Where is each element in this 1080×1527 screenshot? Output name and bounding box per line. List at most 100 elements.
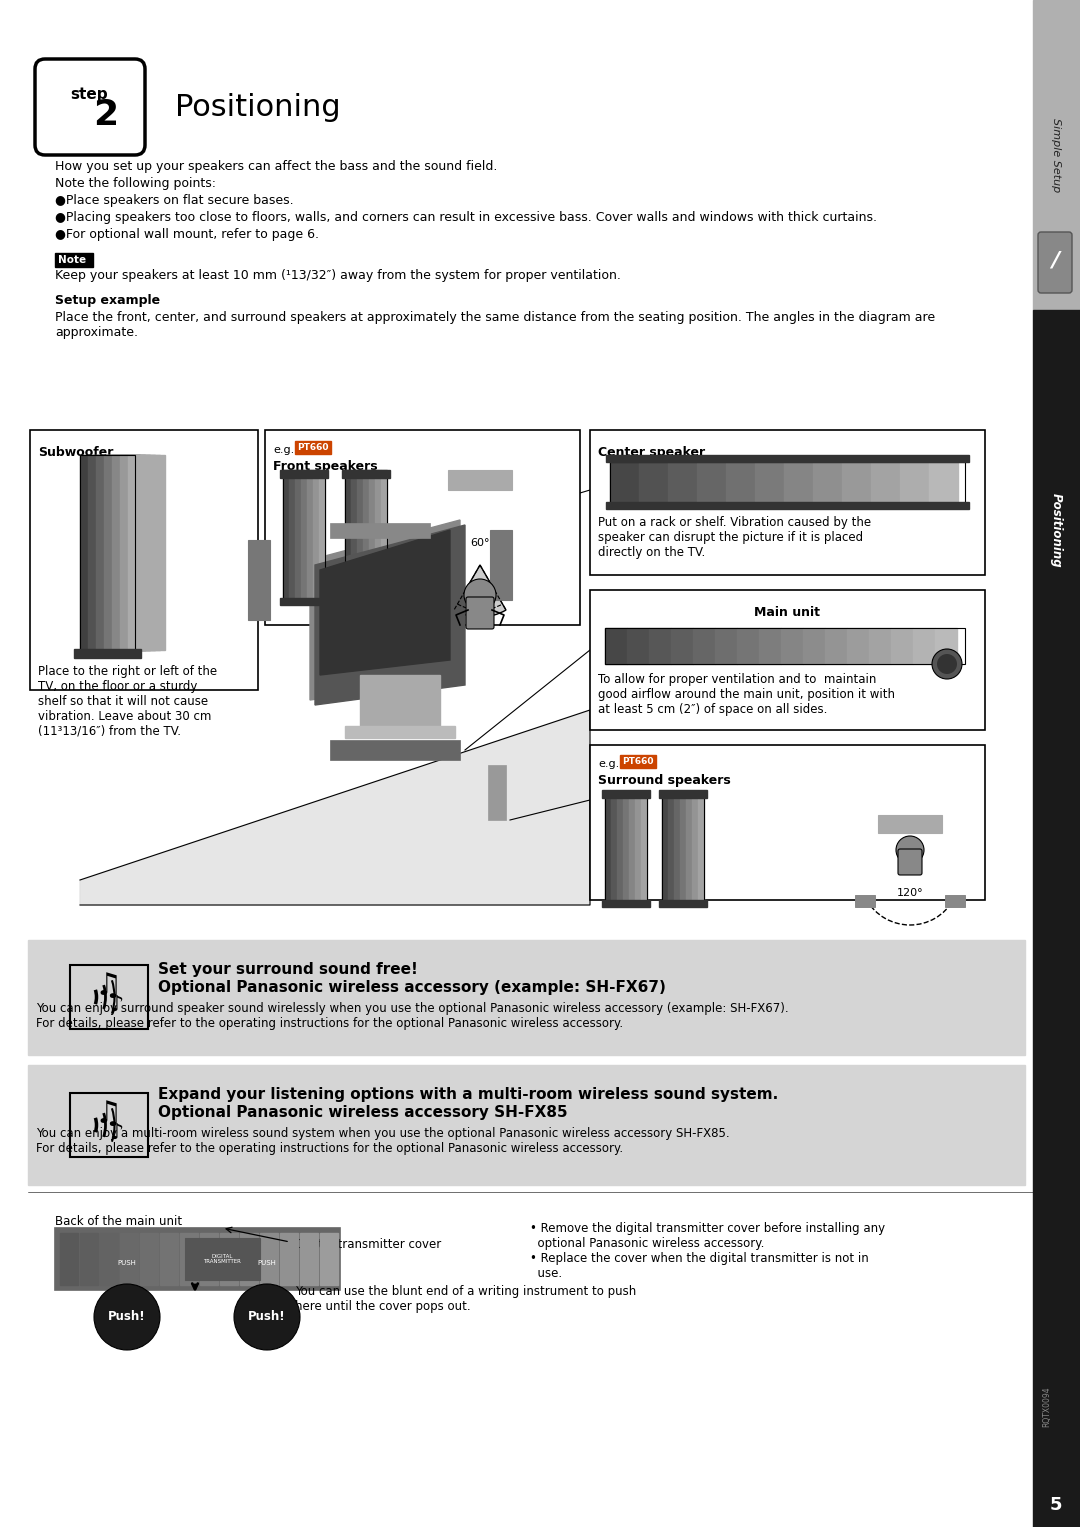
Text: RQTX0094: RQTX0094	[1042, 1387, 1052, 1428]
Text: ●Placing speakers too close to floors, walls, and corners can result in excessiv: ●Placing speakers too close to floors, w…	[55, 211, 877, 224]
Circle shape	[234, 1284, 300, 1350]
Bar	[659, 789, 707, 799]
Polygon shape	[320, 530, 450, 675]
Bar	[639, 463, 669, 504]
FancyBboxPatch shape	[590, 589, 985, 730]
Bar	[755, 463, 784, 504]
Bar	[490, 530, 512, 600]
Bar	[804, 628, 825, 664]
Bar	[617, 796, 623, 906]
Text: To allow for proper ventilation and to  maintain
good airflow around the main un: To allow for proper ventilation and to m…	[598, 673, 895, 716]
Bar	[629, 796, 635, 906]
Text: Center speaker: Center speaker	[598, 446, 705, 460]
Bar	[96, 455, 145, 651]
Bar	[75, 649, 141, 658]
Bar	[295, 441, 330, 454]
Text: ●Place speakers on flat secure bases.: ●Place speakers on flat secure bases.	[55, 194, 294, 208]
Bar	[698, 796, 704, 906]
Bar	[662, 796, 669, 906]
Bar	[448, 470, 512, 490]
Bar	[185, 1238, 260, 1280]
Bar	[345, 725, 455, 738]
Bar	[610, 463, 966, 504]
Bar	[1032, 0, 1080, 310]
Bar	[342, 470, 390, 478]
FancyBboxPatch shape	[35, 60, 145, 156]
Bar	[659, 899, 707, 907]
Text: You can enjoy a multi-room wireless sound system when you use the optional Panas: You can enjoy a multi-room wireless soun…	[36, 1127, 730, 1154]
FancyBboxPatch shape	[897, 849, 922, 875]
Bar	[55, 1228, 340, 1290]
Text: ♪: ♪	[109, 996, 123, 1015]
Text: 2: 2	[94, 98, 119, 131]
Bar	[878, 815, 942, 834]
Bar	[295, 470, 301, 600]
Text: DIGITAL
TRANSMITTER: DIGITAL TRANSMITTER	[203, 1254, 241, 1264]
Bar	[28, 1064, 1025, 1185]
Text: Surround speakers: Surround speakers	[598, 774, 731, 786]
FancyBboxPatch shape	[265, 431, 580, 625]
Bar	[180, 1232, 198, 1286]
Text: Place to the right or left of the
TV, on the floor or a sturdy
shelf so that it : Place to the right or left of the TV, on…	[38, 664, 217, 738]
Bar	[900, 463, 929, 504]
FancyBboxPatch shape	[1038, 232, 1072, 293]
Bar	[375, 470, 381, 600]
Text: e.g.: e.g.	[273, 444, 294, 455]
FancyBboxPatch shape	[30, 431, 258, 690]
Text: Simple Setup: Simple Setup	[1051, 118, 1061, 192]
Bar	[360, 675, 440, 730]
Bar	[869, 628, 891, 664]
Bar	[825, 628, 847, 664]
Bar	[642, 796, 647, 906]
Text: Setup example: Setup example	[55, 295, 160, 307]
FancyBboxPatch shape	[590, 431, 985, 576]
Bar	[357, 470, 363, 600]
Bar	[611, 796, 617, 906]
Text: Push!: Push!	[108, 1310, 146, 1324]
Bar	[680, 796, 686, 906]
Bar	[605, 628, 627, 664]
Text: step: step	[70, 87, 108, 102]
Bar	[307, 470, 313, 600]
Text: ♫: ♫	[94, 973, 122, 1002]
Circle shape	[94, 1284, 160, 1350]
Text: Back of the main unit: Back of the main unit	[55, 1215, 183, 1228]
Text: How you set up your speakers can affect the bass and the sound field.: How you set up your speakers can affect …	[55, 160, 498, 173]
Text: Push!: Push!	[248, 1310, 286, 1324]
Bar	[345, 470, 387, 600]
Bar	[649, 628, 671, 664]
Circle shape	[464, 579, 496, 611]
Text: Place the front, center, and surround speakers at approximately the same distanc: Place the front, center, and surround sp…	[55, 312, 935, 339]
Bar	[104, 455, 150, 651]
Bar	[692, 796, 698, 906]
Bar	[345, 470, 351, 600]
Bar	[319, 470, 325, 600]
Text: Main unit: Main unit	[754, 606, 820, 618]
Bar	[1032, 310, 1080, 1527]
Bar	[28, 941, 1025, 1055]
Text: /: /	[1051, 250, 1059, 270]
Text: e.g.: e.g.	[598, 759, 619, 770]
Bar	[112, 455, 156, 651]
Bar	[342, 599, 390, 605]
Text: 60°: 60°	[470, 538, 489, 548]
Bar	[671, 628, 693, 664]
Bar	[635, 796, 642, 906]
Bar	[697, 463, 726, 504]
Bar	[605, 628, 966, 664]
Text: Subwoofer: Subwoofer	[38, 446, 113, 460]
Bar	[80, 1232, 98, 1286]
Text: ●For optional wall mount, refer to page 6.: ●For optional wall mount, refer to page …	[55, 228, 319, 241]
Text: Note the following points:: Note the following points:	[55, 177, 216, 189]
Text: You can enjoy surround speaker sound wirelessly when you use the optional Panaso: You can enjoy surround speaker sound wir…	[36, 1002, 788, 1031]
Bar	[120, 1232, 138, 1286]
Text: Keep your speakers at least 10 mm (¹13/32″) away from the system for proper vent: Keep your speakers at least 10 mm (¹13/3…	[55, 269, 621, 282]
Bar	[669, 463, 697, 504]
Text: ♪: ♪	[109, 1122, 123, 1144]
Bar	[280, 1232, 298, 1286]
Bar	[726, 463, 755, 504]
Bar	[280, 599, 328, 605]
FancyBboxPatch shape	[590, 745, 985, 899]
Bar	[87, 455, 140, 651]
Bar	[313, 470, 319, 600]
